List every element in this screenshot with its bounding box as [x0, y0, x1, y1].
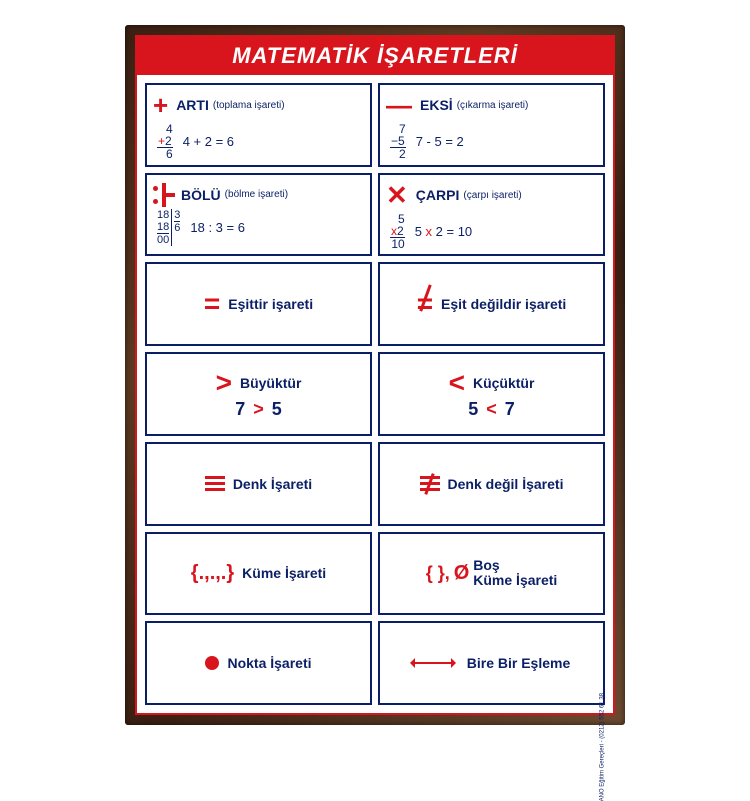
cell-equals: = Eşittir işareti [145, 262, 372, 346]
equiv-icon [205, 476, 225, 492]
not-equals-label: Eşit değildir işareti [441, 296, 566, 312]
set-icon: {.,.,.} [191, 562, 234, 585]
plus-icon: + [153, 90, 168, 121]
cell-times: ✕ ÇARPI (çarpı işareti) 5 x2 10 5 x 2 = … [378, 173, 605, 257]
long-division: 18 18 00 3 6 [157, 209, 180, 246]
publisher-text: ANO Eğitim Gereçleri - (0212) 552 61 38 [599, 693, 605, 801]
braces-icon: { }, [426, 563, 450, 584]
cell-less: < Küçüktür 5 < 7 [378, 352, 605, 436]
cell-empty-set: { }, Ø Boş Küme İşareti [378, 532, 605, 616]
cell-plus: + ARTI (toplama işareti) 4 +2 6 4 + 2 = … [145, 83, 372, 167]
times-icon: ✕ [386, 180, 408, 211]
minus-stack: 7 −5 2 [390, 123, 406, 160]
less-label: Küçüktür [473, 375, 534, 391]
equals-label: Eşittir işareti [228, 296, 313, 312]
equiv-label: Denk İşareti [233, 476, 312, 492]
less-icon: < [449, 367, 465, 399]
greater-icon: > [216, 367, 232, 399]
double-arrow-icon [413, 662, 453, 664]
times-eq: 5 x 2 = 10 [415, 224, 472, 239]
equals-icon: = [204, 288, 220, 320]
cell-set: {.,.,.} Küme İşareti [145, 532, 372, 616]
divide-name: BÖLÜ [181, 187, 221, 203]
bijection-label: Bire Bir Eşleme [467, 655, 571, 671]
cell-divide: BÖLÜ (bölme işareti) 18 18 00 3 6 [145, 173, 372, 257]
times-sub: (çarpı işareti) [463, 190, 521, 201]
wooden-frame: MATEMATİK İŞARETLERİ + ARTI (toplama işa… [125, 25, 625, 725]
cell-greater: > Büyüktür 7 > 5 [145, 352, 372, 436]
symbol-grid: + ARTI (toplama işareti) 4 +2 6 4 + 2 = … [137, 75, 613, 713]
empty-set-label1: Boş [473, 558, 557, 573]
not-equiv-label: Denk değil İşareti [448, 476, 564, 492]
divide-icon [153, 183, 175, 207]
divide-sub: (bölme işareti) [225, 189, 288, 200]
plus-stack: 4 +2 6 [157, 123, 173, 160]
times-stack: 5 x2 10 [390, 213, 405, 250]
plus-name: ARTI [176, 97, 209, 113]
plus-eq: 4 + 2 = 6 [183, 134, 234, 149]
header-title: MATEMATİK İŞARETLERİ [137, 37, 613, 75]
greater-label: Büyüktür [240, 375, 301, 391]
empty-set-label2: Küme İşareti [473, 573, 557, 588]
dot-label: Nokta İşareti [227, 655, 311, 671]
not-equiv-icon [420, 476, 440, 492]
times-name: ÇARPI [416, 187, 460, 203]
dot-icon [205, 656, 219, 670]
plus-sub: (toplama işareti) [213, 100, 285, 111]
minus-sub: (çıkarma işareti) [457, 100, 529, 111]
minus-name: EKSİ [420, 97, 453, 113]
cell-not-equiv: Denk değil İşareti [378, 442, 605, 526]
minus-icon: — [386, 90, 412, 121]
divide-eq: 18 : 3 = 6 [190, 220, 245, 235]
cell-minus: — EKSİ (çıkarma işareti) 7 −5 2 7 - 5 = … [378, 83, 605, 167]
minus-eq: 7 - 5 = 2 [416, 134, 464, 149]
cell-not-equals: = Eşit değildir işareti [378, 262, 605, 346]
poster: MATEMATİK İŞARETLERİ + ARTI (toplama işa… [135, 35, 615, 715]
cell-equiv: Denk İşareti [145, 442, 372, 526]
cell-bijection: Bire Bir Eşleme ANO Eğitim Gereçleri - (… [378, 621, 605, 705]
set-label: Küme İşareti [242, 565, 326, 581]
not-equals-icon: = [417, 288, 433, 320]
cell-dot: Nokta İşareti [145, 621, 372, 705]
empty-set-icon: Ø [454, 562, 470, 585]
